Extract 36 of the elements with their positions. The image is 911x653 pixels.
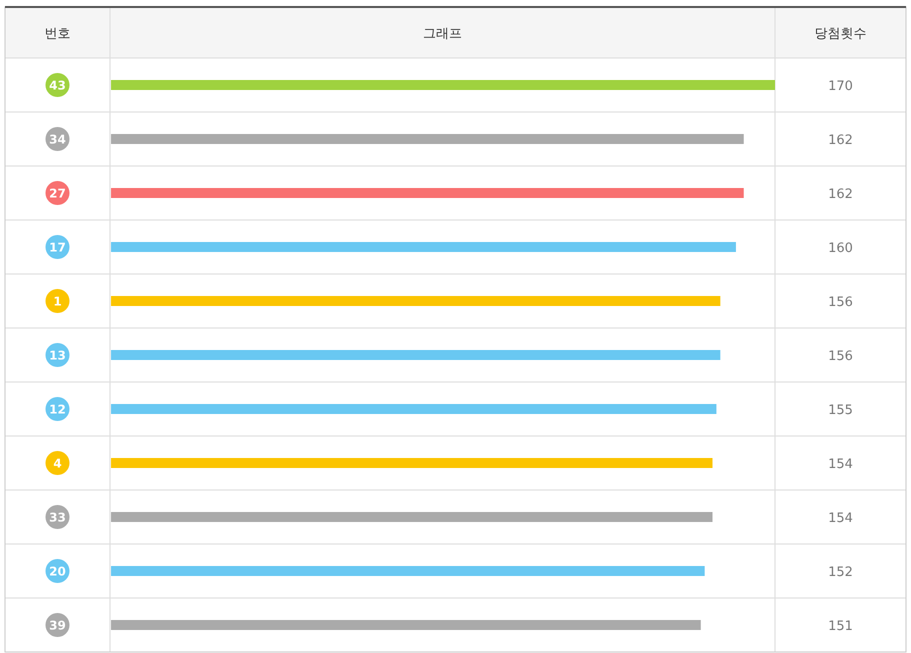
bar bbox=[111, 458, 713, 468]
y-tick-label: 1 bbox=[53, 294, 62, 308]
y-tick-label: 39 bbox=[49, 618, 66, 632]
data-label: 156 bbox=[828, 295, 853, 310]
bar bbox=[111, 134, 744, 144]
bar bbox=[111, 296, 720, 306]
bar bbox=[111, 350, 720, 360]
x-axis-title: 당첨횟수 bbox=[814, 26, 866, 42]
data-label: 170 bbox=[828, 79, 853, 94]
bar bbox=[111, 620, 701, 630]
y-tick-label: 34 bbox=[49, 132, 66, 146]
y-tick-label: 20 bbox=[49, 564, 66, 578]
y-axis-title: 번호 bbox=[44, 26, 70, 42]
bar bbox=[111, 566, 705, 576]
y-tick-label: 4 bbox=[53, 456, 62, 470]
data-label: 156 bbox=[828, 349, 853, 364]
data-label: 154 bbox=[828, 511, 853, 526]
bar bbox=[111, 512, 713, 522]
data-label: 151 bbox=[828, 619, 853, 634]
data-label: 160 bbox=[828, 241, 853, 256]
y-tick-label: 33 bbox=[49, 510, 66, 524]
y-tick-label: 12 bbox=[49, 402, 66, 416]
bar bbox=[111, 242, 736, 252]
y-tick-label: 43 bbox=[49, 78, 66, 92]
data-label: 162 bbox=[828, 133, 853, 148]
y-tick-label: 17 bbox=[49, 240, 66, 254]
data-label: 154 bbox=[828, 457, 853, 472]
bar bbox=[111, 80, 775, 90]
y-tick-label: 27 bbox=[49, 186, 66, 200]
data-label: 155 bbox=[828, 403, 853, 418]
bar bbox=[111, 404, 716, 414]
data-label: 152 bbox=[828, 565, 853, 580]
bar bbox=[111, 188, 744, 198]
y-tick-label: 13 bbox=[49, 348, 66, 362]
data-label: 162 bbox=[828, 187, 853, 202]
chart-title: 그래프 bbox=[423, 26, 462, 42]
